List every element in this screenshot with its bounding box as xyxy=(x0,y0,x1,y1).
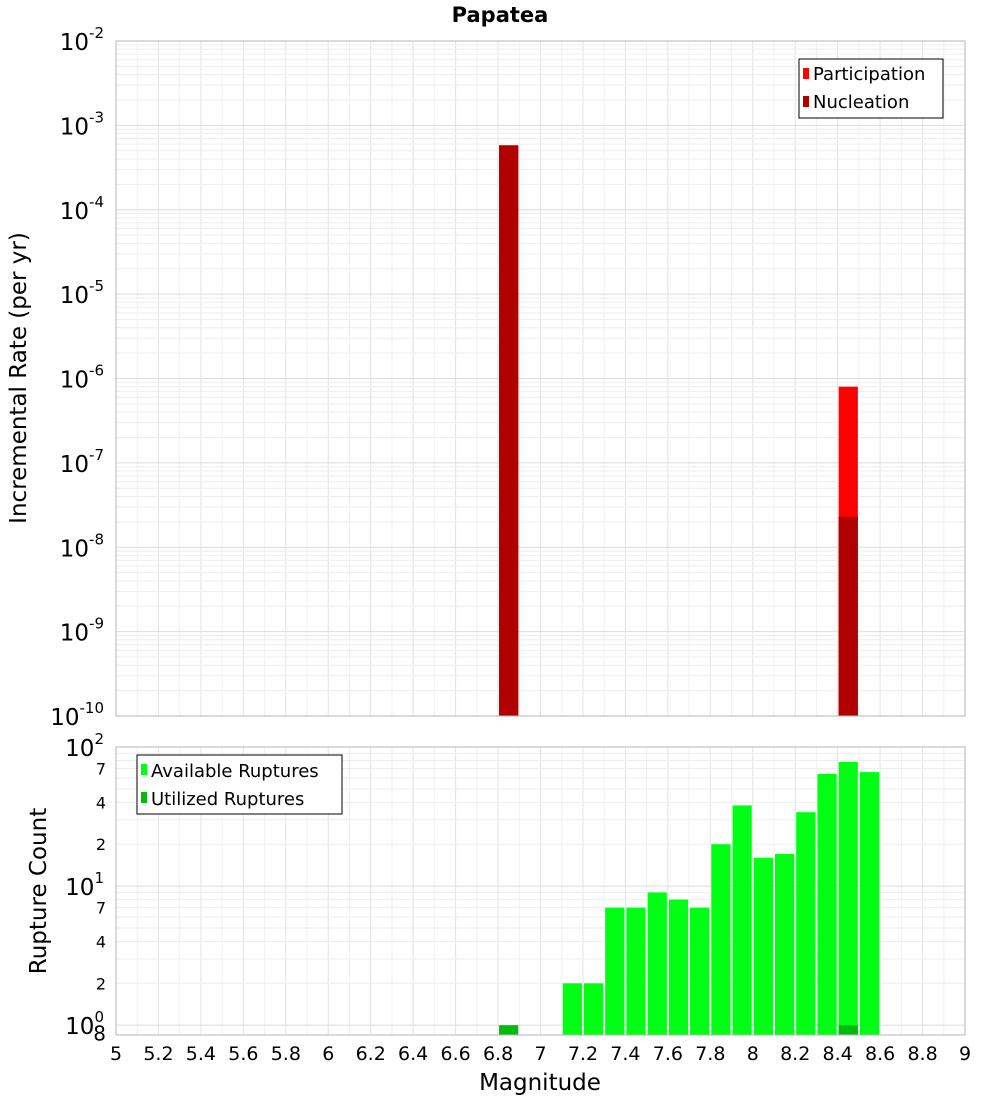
nucleation-legend-swatch xyxy=(803,96,809,107)
count-y-minor-tick-label: 7 xyxy=(96,760,106,779)
count-y-minor-tick-label: 8 xyxy=(93,1021,106,1045)
nucleation-bar xyxy=(499,145,519,717)
rate-y-tick-label: 10-7 xyxy=(60,446,104,478)
x-tick-label: 5.2 xyxy=(143,1043,173,1065)
rate-y-tick-label: 10-2 xyxy=(60,24,104,56)
x-tick-label: 5.8 xyxy=(271,1043,301,1065)
x-tick-label: 7 xyxy=(534,1043,546,1065)
x-tick-label: 5.6 xyxy=(228,1043,258,1065)
x-axis-label: Magnitude xyxy=(479,1070,601,1096)
nucleation-legend-label: Nucleation xyxy=(813,92,909,113)
x-tick-label: 8.8 xyxy=(907,1043,937,1065)
available-ruptures-bar xyxy=(796,812,816,1035)
available-ruptures-bar xyxy=(711,844,731,1035)
x-tick-label: 6 xyxy=(322,1043,334,1065)
utilized-ruptures-bar xyxy=(838,1025,858,1035)
x-tick-label: 6.2 xyxy=(356,1043,386,1065)
available-ruptures-bar xyxy=(605,907,625,1035)
count-y-tick-label: 102 xyxy=(65,730,104,762)
rate-y-tick-label: 10-4 xyxy=(60,193,104,225)
available-ruptures-bar xyxy=(647,892,667,1035)
rate-legend: Participation Nucleation xyxy=(798,58,944,119)
rate-y-tick-labels: 10-10 10-9 10-8 10-7 10-6 10-5 10-4 10-3 10-2 xyxy=(50,24,104,731)
available-legend-label: Available Ruptures xyxy=(151,761,319,782)
available-ruptures-bar xyxy=(817,773,837,1035)
rate-plot: 10-10 10-9 10-8 10-7 10-6 10-5 10-4 10-3 10-2 In… xyxy=(6,24,966,731)
count-y-minor-tick-label: 2 xyxy=(96,835,106,854)
available-ruptures-bar xyxy=(774,854,795,1035)
count-y-tick-label: 101 xyxy=(65,869,104,901)
count-y-minor-tick-label: 7 xyxy=(96,899,106,918)
count-y-minor-tick-label: 4 xyxy=(96,932,106,951)
count-legend-box xyxy=(136,754,343,815)
x-tick-label: 7.2 xyxy=(568,1043,598,1065)
utilized-ruptures-bar xyxy=(499,1025,519,1035)
x-tick-label: 6.4 xyxy=(398,1043,428,1065)
utilized-legend-swatch xyxy=(141,792,147,803)
x-tick-label: 8.2 xyxy=(780,1043,810,1065)
x-tick-label: 6.6 xyxy=(440,1043,470,1065)
utilized-legend-label: Utilized Ruptures xyxy=(151,789,304,810)
count-y-axis-label: Rupture Count xyxy=(26,808,52,974)
x-tick-label: 7.8 xyxy=(695,1043,725,1065)
rate-y-axis-label: Incremental Rate (per yr) xyxy=(6,232,32,524)
participation-legend-label: Participation xyxy=(813,64,925,85)
available-legend-swatch xyxy=(141,764,147,775)
rate-y-tick-label: 10-9 xyxy=(60,615,104,647)
rate-plot-bars xyxy=(499,145,858,717)
count-plot-frame xyxy=(115,746,966,1036)
rate-y-tick-label: 10-5 xyxy=(60,277,104,309)
count-legend: Available Ruptures Utilized Ruptures xyxy=(136,754,343,815)
count-y-tick-labels: 100 101 102 8 2 4 7 2 4 7 xyxy=(65,730,106,1045)
available-ruptures-bar xyxy=(626,907,646,1035)
rate-y-tick-label: 10-8 xyxy=(60,530,104,562)
x-tick-label: 5 xyxy=(110,1043,122,1065)
count-y-minor-tick-label: 4 xyxy=(96,793,106,812)
rate-plot-frame xyxy=(115,40,966,717)
x-tick-labels: 5 5.2 5.4 5.6 5.8 6 6.2 6.4 6.6 6.8 7 7.2 7.4 7.6 7.8 8… xyxy=(110,1043,971,1065)
count-plot-bars xyxy=(499,762,880,1035)
available-ruptures-bar xyxy=(753,857,773,1035)
available-ruptures-bar xyxy=(583,983,604,1035)
x-tick-label: 8.6 xyxy=(865,1043,895,1065)
available-ruptures-bar xyxy=(562,983,582,1035)
x-tick-label: 7.4 xyxy=(610,1043,640,1065)
x-tick-label: 9 xyxy=(959,1043,971,1065)
rate-legend-box xyxy=(798,58,944,119)
chart-title: Papatea xyxy=(452,3,549,27)
available-ruptures-bar xyxy=(859,772,880,1035)
available-ruptures-bar xyxy=(668,899,689,1035)
x-tick-label: 6.8 xyxy=(483,1043,513,1065)
x-tick-label: 8 xyxy=(747,1043,759,1065)
count-plot: 100 101 102 8 2 4 7 2 4 7 5 5.2 5.4 5.6 5.8 6 6.2 6.4 6.6… xyxy=(26,730,971,1096)
available-ruptures-bar xyxy=(838,762,858,1035)
available-ruptures-bar xyxy=(732,805,752,1035)
rate-plot-grid xyxy=(115,41,966,717)
x-tick-label: 5.4 xyxy=(186,1043,216,1065)
count-y-tick-label: 100 xyxy=(65,1008,104,1040)
participation-legend-swatch xyxy=(803,68,809,79)
rate-y-tick-label: 10-10 xyxy=(50,699,104,731)
rate-y-tick-label: 10-6 xyxy=(60,362,104,394)
rate-y-tick-label: 10-3 xyxy=(60,108,104,140)
nucleation-bar xyxy=(838,516,858,716)
x-tick-label: 7.6 xyxy=(653,1043,683,1065)
available-ruptures-bar xyxy=(690,907,710,1035)
x-tick-label: 8.4 xyxy=(823,1043,853,1065)
count-y-minor-tick-label: 2 xyxy=(96,974,106,993)
